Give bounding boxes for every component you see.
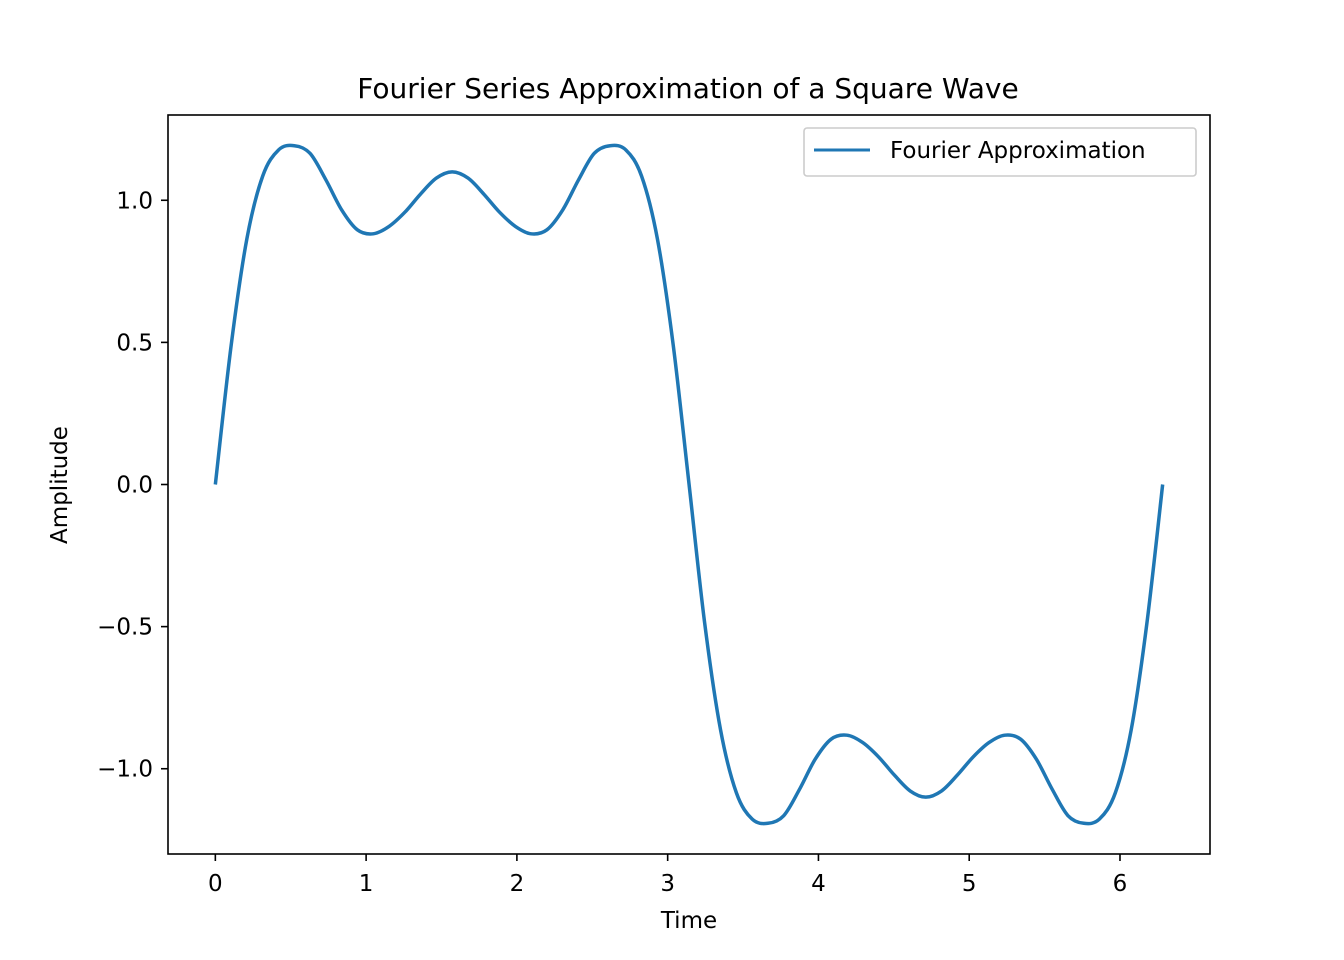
x-tick-label: 5 bbox=[962, 871, 977, 897]
x-tick-label: 1 bbox=[359, 871, 374, 897]
x-tick-label: 2 bbox=[510, 871, 525, 897]
series-line-0 bbox=[213, 143, 1165, 826]
legend-box bbox=[803, 127, 1197, 177]
y-tick-label: 0.5 bbox=[116, 330, 153, 356]
y-tick-label: 0.0 bbox=[116, 473, 153, 499]
legend-label: Fourier Approximation bbox=[890, 138, 1146, 164]
x-tick-label: 3 bbox=[660, 871, 675, 897]
x-tick-label: 6 bbox=[1113, 871, 1128, 897]
x-tick-label: 0 bbox=[208, 871, 223, 897]
chart-title: Fourier Series Approximation of a Square… bbox=[357, 72, 1018, 105]
legend: Fourier Approximation bbox=[803, 127, 1197, 177]
y-tick-label: −0.5 bbox=[97, 615, 153, 641]
y-axis-label: Amplitude bbox=[47, 426, 73, 544]
y-tick-label: −1.0 bbox=[97, 757, 153, 783]
x-axis-label: Time bbox=[660, 908, 717, 934]
y-tick-label: 1.0 bbox=[116, 188, 153, 214]
x-tick-label: 4 bbox=[811, 871, 826, 897]
